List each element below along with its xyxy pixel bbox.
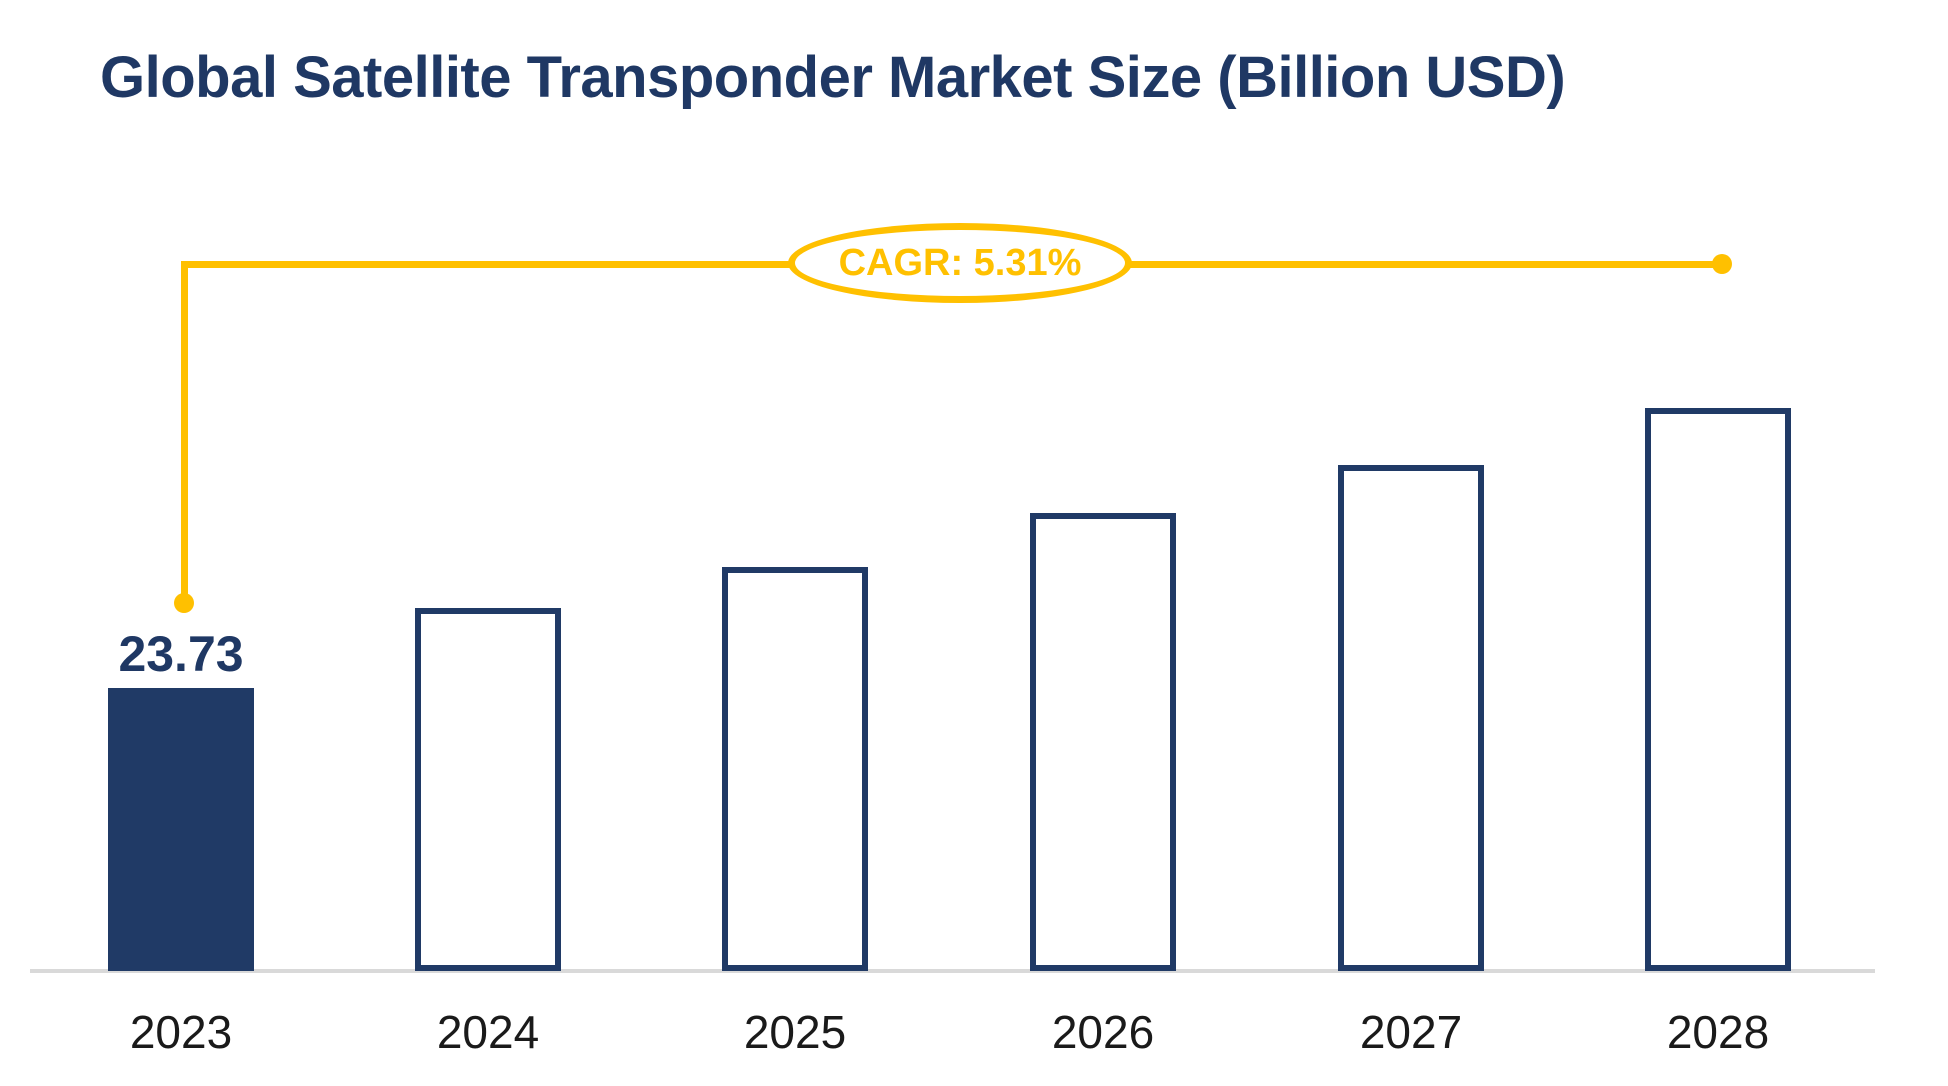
cagr-bracket-end-dot <box>1712 254 1732 274</box>
value-label-2023: 23.73 <box>118 626 244 682</box>
bar-2026 <box>1030 513 1176 971</box>
x-tick-2028: 2028 <box>1666 1006 1770 1058</box>
chart-title: Global Satellite Transponder Market Size… <box>100 45 1566 110</box>
bar-2028 <box>1645 408 1791 971</box>
x-tick-2024: 2024 <box>436 1006 540 1058</box>
cagr-badge: CAGR: 5.31% <box>788 223 1132 303</box>
x-tick-2025: 2025 <box>743 1006 847 1058</box>
bar-2025 <box>722 567 868 971</box>
bar-2024 <box>415 608 561 971</box>
cagr-bracket-vertical-line <box>181 261 188 598</box>
x-tick-2027: 2027 <box>1359 1006 1463 1058</box>
cagr-bracket-start-dot <box>174 593 194 613</box>
cagr-label: CAGR: 5.31% <box>838 241 1082 284</box>
bar-2023 <box>108 688 254 971</box>
x-axis-baseline <box>30 969 1875 973</box>
x-tick-2023: 2023 <box>129 1006 233 1058</box>
x-tick-2026: 2026 <box>1051 1006 1155 1058</box>
bar-2027 <box>1338 465 1484 971</box>
